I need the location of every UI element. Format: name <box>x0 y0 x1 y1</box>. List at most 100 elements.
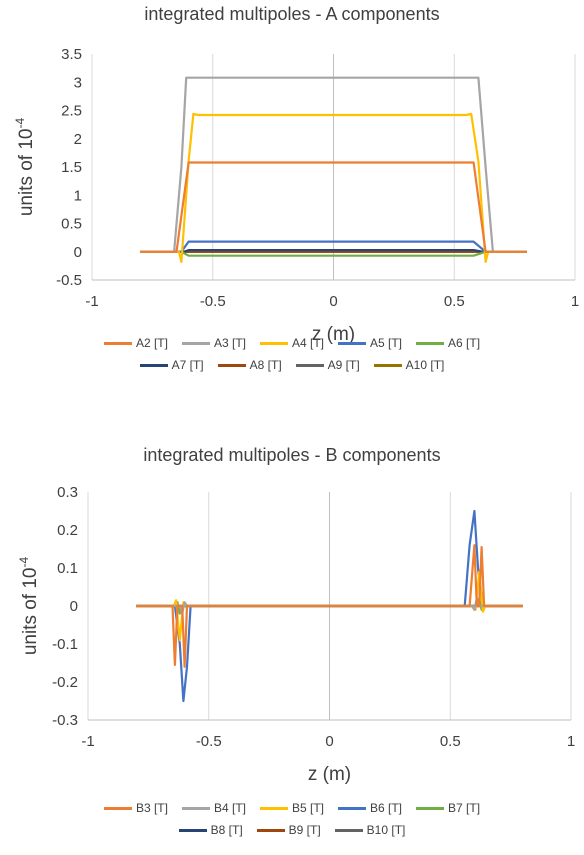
legend-label: A6 [T] <box>448 336 481 350</box>
legend-label: A3 [T] <box>213 336 246 350</box>
legend-row: B8 [T] B9 [T] B10 [T] <box>0 819 584 841</box>
y-tick-label: 0.1 <box>57 560 78 577</box>
y-tick-label: -0.2 <box>52 674 78 691</box>
legend-item: A3 [T] <box>181 336 246 350</box>
x-axis-title: z (m) <box>312 324 355 345</box>
y-tick-label: 2 <box>74 131 82 148</box>
legend-swatch <box>416 806 445 810</box>
x-tick-label: -1 <box>85 293 98 310</box>
y-axis-title: units of 10-4 <box>13 118 37 217</box>
legend-row: A7 [T] A8 [T] A9 [T] A10 [T] <box>0 354 584 376</box>
y-tick-label: 0.3 <box>57 484 78 501</box>
legend-label: A7 [T] <box>171 358 204 372</box>
legend-label: B5 [T] <box>291 801 324 815</box>
y-tick-label: 3 <box>74 74 82 91</box>
legend-row: A2 [T] A3 [T] A4 [T] A5 [T] A6 [T] <box>0 332 584 354</box>
chart-title-a: integrated multipoles - A components <box>144 4 440 24</box>
legend-label: A2 [T] <box>135 336 168 350</box>
legend-label: A5 [T] <box>370 336 403 350</box>
y-tick-label: 0 <box>74 244 82 261</box>
x-tick-label: 0.5 <box>440 733 461 750</box>
legend-label: A10 [T] <box>405 358 445 372</box>
x-tick-label: 0 <box>329 293 337 310</box>
y-axis-title-exponent: -4 <box>17 557 31 568</box>
series-line <box>140 76 527 253</box>
legend-label: B9 [T] <box>288 823 321 837</box>
chart-a: -0.500.511.522.533.5-1 -0.5 0 0.5 1z (m)unit… <box>13 46 579 345</box>
x-tick-label: 0.5 <box>444 293 465 310</box>
x-tick-label: 1 <box>567 733 575 750</box>
legend-item: A6 [T] <box>416 336 480 350</box>
legend-swatch <box>338 806 366 810</box>
y-tick-label: 0.5 <box>61 216 82 233</box>
y-axis-title-exponent: -4 <box>13 118 27 129</box>
legend-item: A2 [T] <box>103 336 168 350</box>
legend-item: B4 [T] <box>181 801 246 815</box>
legend-item: A10 [T] <box>373 358 445 372</box>
legend-item: B9 [T] <box>256 823 321 837</box>
y-tick-label: 0 <box>70 598 78 615</box>
legend-a: A2 [T] A3 [T] A4 [T] A5 [T] A6 [T] A7 [T] A8 [… <box>0 332 584 376</box>
series-line <box>140 112 527 263</box>
legend-label: B3 [T] <box>135 801 168 815</box>
y-tick-label: -0.1 <box>52 636 78 653</box>
x-tick-label: -1 <box>81 733 94 750</box>
chart-panel-b: integrated multipoles - B components -0.… <box>0 435 584 855</box>
legend-swatch <box>181 806 210 810</box>
legend-swatch <box>338 341 366 345</box>
legend-swatch <box>217 363 246 367</box>
legend-swatch <box>139 363 168 367</box>
legend-label: B6 [T] <box>370 801 403 815</box>
legend-swatch <box>103 806 132 810</box>
legend-swatch <box>334 828 363 832</box>
y-axis-title: units of 10-4 <box>17 557 41 656</box>
chart-title-b: integrated multipoles - B components <box>143 445 441 465</box>
chart-panel-a: integrated multipoles - A components -0.… <box>0 0 584 410</box>
legend-item: B6 [T] <box>338 801 402 815</box>
y-tick-label: 0.2 <box>57 522 78 539</box>
legend-item: B5 [T] <box>259 801 324 815</box>
y-tick-label: 1 <box>74 187 82 204</box>
x-tick-label: 1 <box>571 293 579 310</box>
legend-label: A4 [T] <box>291 336 324 350</box>
legend-label: B7 [T] <box>448 801 481 815</box>
y-tick-label: 3.5 <box>61 46 82 63</box>
legend-swatch <box>259 341 288 345</box>
legend-b: B3 [T] B4 [T] B5 [T] B6 [T] B7 [T] B8 [T] B9 [… <box>0 797 584 841</box>
legend-label: B4 [T] <box>213 801 246 815</box>
legend-row: B3 [T] B4 [T] B5 [T] B6 [T] B7 [T] <box>0 797 584 819</box>
legend-item: B7 [T] <box>416 801 480 815</box>
legend-item: B3 [T] <box>103 801 168 815</box>
legend-swatch <box>373 363 402 367</box>
legend-item: B10 [T] <box>334 823 406 837</box>
chart-b: -0.3 -0.2 -0.1 0 0.1 0.2 0.3 -1 -0.5 0 0.5 1 z (m) un… <box>17 484 575 785</box>
legend-item: A8 [T] <box>217 358 282 372</box>
x-axis-title: z (m) <box>308 764 351 785</box>
y-tick-label: -0.5 <box>56 272 82 289</box>
legend-swatch <box>181 341 210 345</box>
legend-item: A4 [T] <box>259 336 324 350</box>
legend-label: B8 [T] <box>210 823 243 837</box>
legend-swatch <box>295 363 324 367</box>
legend-swatch <box>256 828 285 832</box>
legend-swatch <box>178 828 207 832</box>
y-tick-label: 2.5 <box>61 103 82 120</box>
legend-swatch <box>259 806 288 810</box>
legend-swatch <box>416 341 445 345</box>
series-line <box>136 544 523 668</box>
x-tick-label: 0 <box>325 733 333 750</box>
y-axis-title-main: units of 10 <box>16 129 37 217</box>
legend-item: A7 [T] <box>139 358 204 372</box>
x-tick-label: -0.5 <box>196 733 222 750</box>
legend-label: A8 [T] <box>249 358 282 372</box>
legend-item: A5 [T] <box>338 336 402 350</box>
legend-label: B10 [T] <box>366 823 406 837</box>
x-tick-label: -0.5 <box>200 293 226 310</box>
legend-item: B8 [T] <box>178 823 243 837</box>
y-axis-title-main: units of 10 <box>20 568 41 656</box>
legend-label: A9 [T] <box>327 358 360 372</box>
y-tick-label: -0.3 <box>52 712 78 729</box>
y-tick-label: 1.5 <box>61 159 82 176</box>
legend-swatch <box>103 341 132 345</box>
legend-item: A9 [T] <box>295 358 360 372</box>
